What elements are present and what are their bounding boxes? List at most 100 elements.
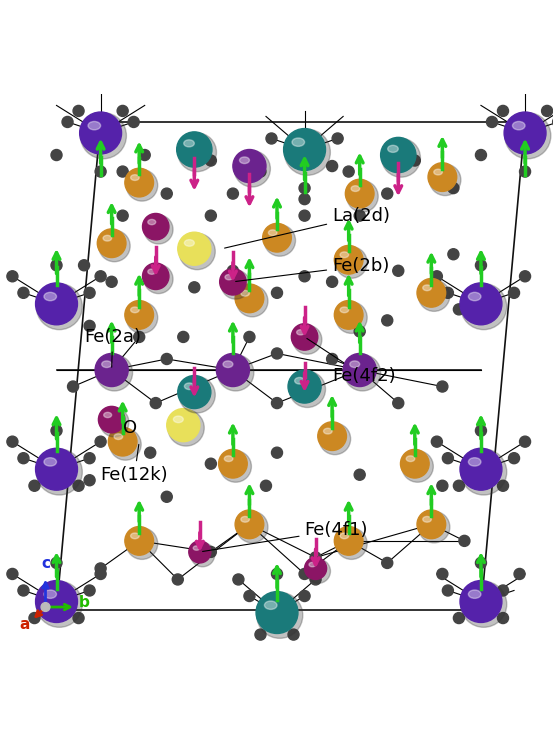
Ellipse shape [219,449,247,478]
Circle shape [514,568,525,579]
Circle shape [255,166,266,177]
Ellipse shape [461,581,507,628]
Circle shape [448,249,459,260]
Text: Fe(2a): Fe(2a) [84,329,141,367]
Ellipse shape [505,112,551,159]
Circle shape [84,585,95,596]
Circle shape [442,585,453,596]
Ellipse shape [114,434,122,440]
Circle shape [206,155,217,166]
Ellipse shape [80,112,126,159]
Ellipse shape [423,285,432,291]
Text: O: O [122,420,137,437]
Ellipse shape [288,370,321,403]
Circle shape [497,585,509,596]
Circle shape [299,210,310,221]
Circle shape [475,557,486,568]
Circle shape [437,568,448,579]
Ellipse shape [382,138,420,177]
Ellipse shape [460,448,502,490]
Ellipse shape [334,300,363,329]
Ellipse shape [88,121,101,130]
Circle shape [475,149,486,161]
Circle shape [95,271,106,282]
Ellipse shape [44,292,57,300]
Ellipse shape [148,219,156,225]
Ellipse shape [36,283,83,329]
Ellipse shape [268,230,277,235]
Circle shape [84,320,95,332]
Circle shape [332,133,343,144]
Circle shape [128,116,139,127]
Circle shape [161,491,172,502]
Ellipse shape [233,149,266,183]
Circle shape [509,453,520,464]
Circle shape [84,453,95,464]
Circle shape [442,287,453,298]
Ellipse shape [125,300,153,329]
Ellipse shape [418,511,450,543]
Circle shape [134,332,145,343]
Ellipse shape [44,458,57,466]
Circle shape [475,260,486,271]
Circle shape [145,447,156,458]
Ellipse shape [103,235,112,241]
Circle shape [382,315,393,326]
Ellipse shape [179,233,216,269]
Circle shape [7,436,18,447]
Circle shape [354,469,365,480]
Text: Fe(12k): Fe(12k) [101,445,168,484]
Circle shape [299,568,310,579]
Circle shape [206,458,217,469]
Circle shape [95,436,106,447]
Ellipse shape [263,223,291,252]
Circle shape [382,557,393,568]
Ellipse shape [96,354,132,391]
Ellipse shape [334,246,363,274]
Ellipse shape [504,112,546,154]
Circle shape [327,354,337,365]
Circle shape [29,613,40,624]
Circle shape [354,210,365,221]
Ellipse shape [347,181,378,212]
Circle shape [310,552,321,563]
Ellipse shape [99,406,125,433]
Circle shape [299,271,310,282]
Circle shape [62,116,73,127]
Circle shape [453,480,464,491]
Ellipse shape [468,458,481,466]
Circle shape [520,166,531,177]
Circle shape [382,188,393,199]
Circle shape [51,557,62,568]
Circle shape [266,133,277,144]
Ellipse shape [401,449,429,478]
Ellipse shape [189,541,211,563]
Ellipse shape [343,354,376,386]
Ellipse shape [340,307,348,313]
Circle shape [172,574,183,585]
Ellipse shape [193,546,200,551]
Ellipse shape [319,423,351,454]
Ellipse shape [184,240,194,246]
Circle shape [29,480,40,491]
Ellipse shape [225,275,233,280]
Ellipse shape [295,377,305,384]
Ellipse shape [217,354,249,386]
Circle shape [95,166,106,177]
Ellipse shape [131,307,139,313]
Circle shape [343,166,354,177]
Ellipse shape [434,169,442,175]
Circle shape [354,326,365,337]
Circle shape [327,276,337,287]
Circle shape [139,149,150,161]
Ellipse shape [126,302,158,334]
Circle shape [442,453,453,464]
Ellipse shape [44,590,57,599]
Circle shape [271,397,283,408]
Ellipse shape [241,291,249,296]
Circle shape [327,161,337,172]
Ellipse shape [168,410,204,446]
Ellipse shape [324,428,332,434]
Circle shape [437,480,448,491]
Circle shape [227,188,238,199]
